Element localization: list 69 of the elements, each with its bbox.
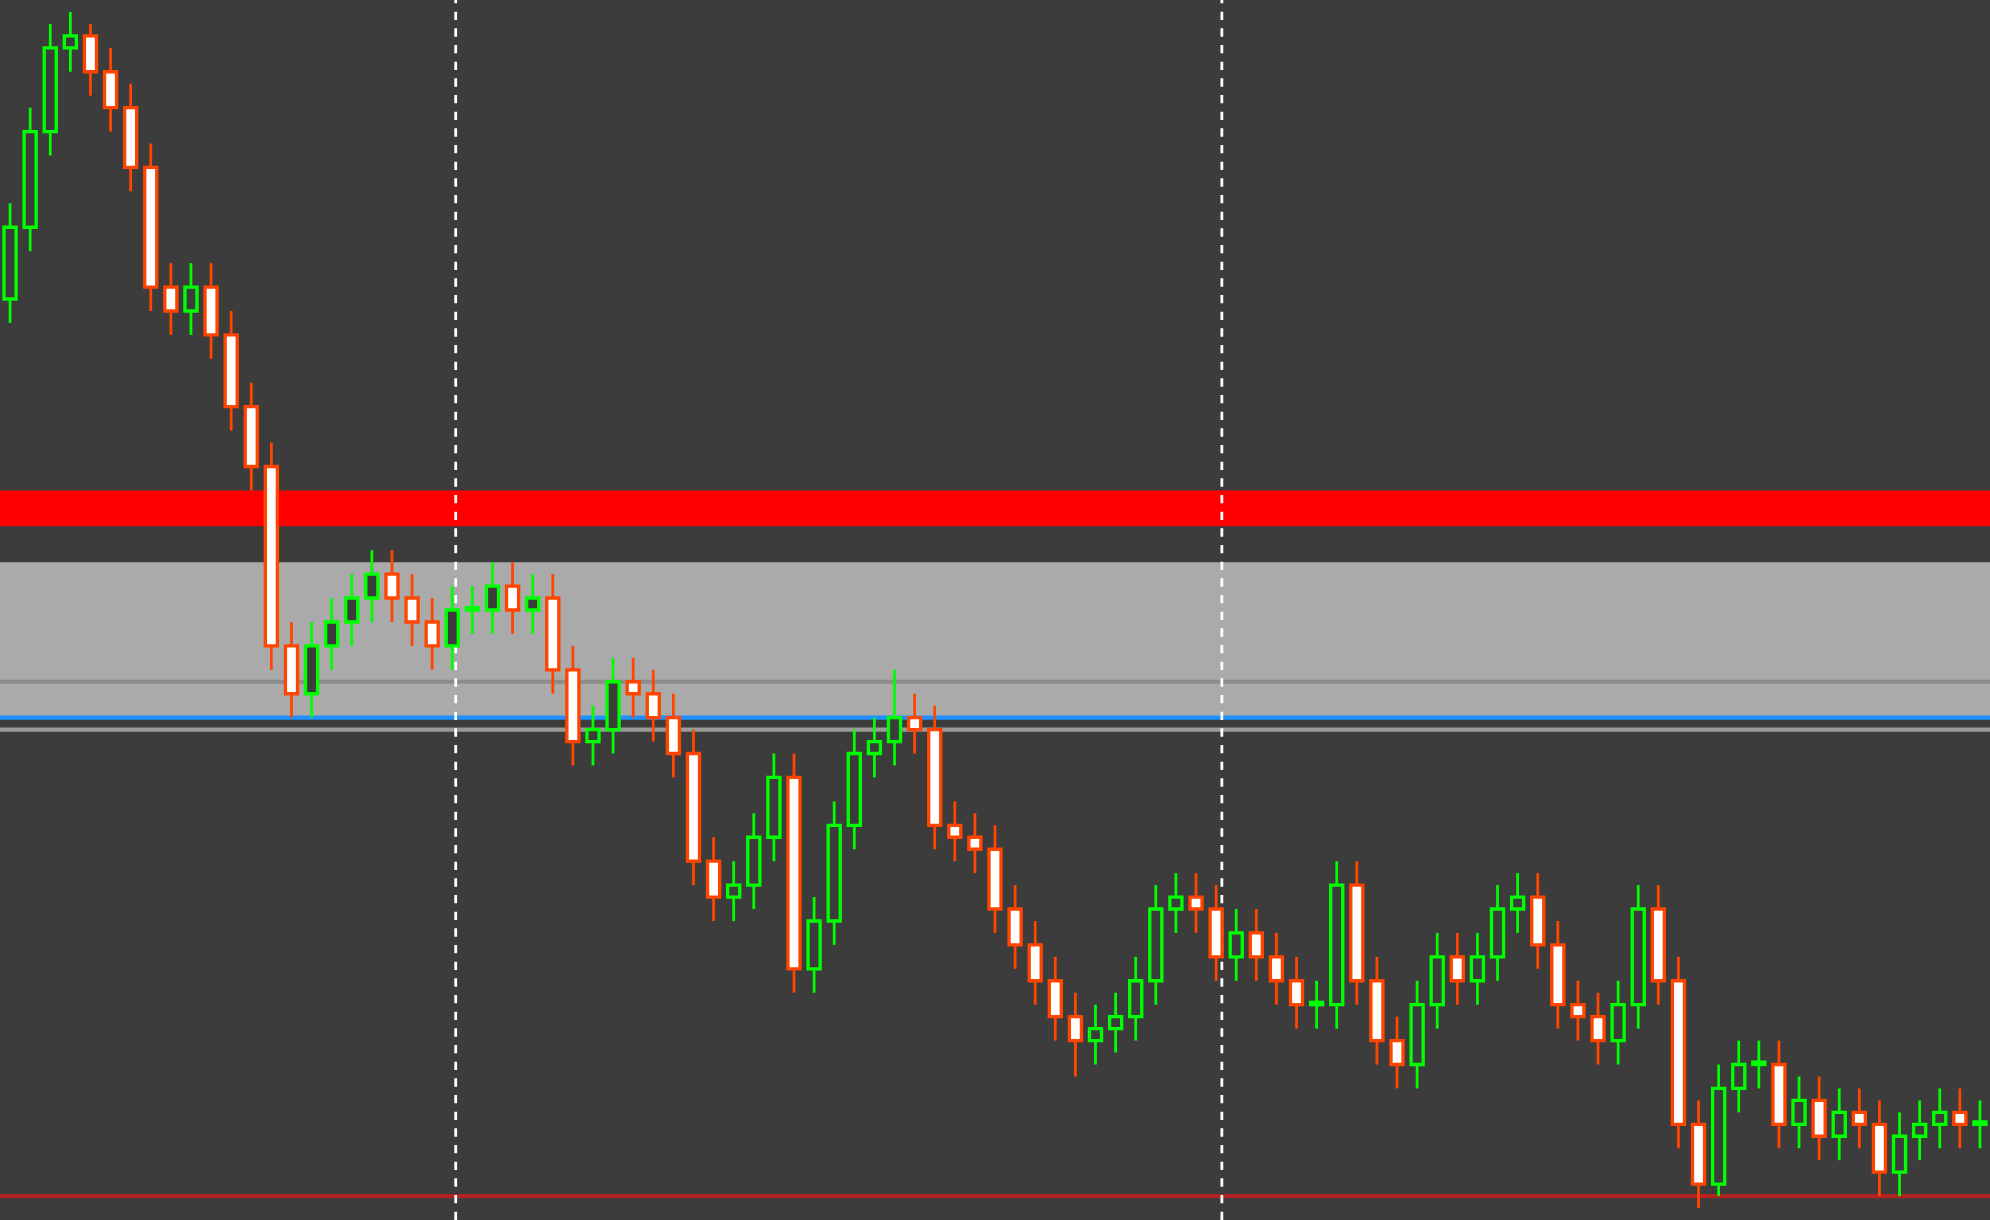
candlestick <box>424 596 440 672</box>
candlestick <box>444 584 460 672</box>
candlestick <box>746 811 762 911</box>
candlestick <box>102 46 119 133</box>
candlestick <box>1811 1075 1827 1162</box>
candlestick <box>82 22 99 98</box>
candlestick <box>866 716 883 779</box>
candlestick <box>1932 1087 1948 1150</box>
candlestick <box>1288 955 1305 1031</box>
candlestick <box>464 584 481 636</box>
candlestick <box>1590 991 1606 1066</box>
candlestick <box>1751 1039 1767 1090</box>
candlestick <box>1469 931 1486 1007</box>
candlestick <box>886 668 903 767</box>
candlestick <box>283 620 300 720</box>
candlestick <box>303 620 320 720</box>
candlestick <box>1891 1110 1908 1198</box>
candlestick <box>1530 871 1546 971</box>
candlestick <box>344 572 360 648</box>
candlestick <box>1248 907 1265 983</box>
candlestick <box>1128 955 1144 1042</box>
candlestick <box>1610 979 1626 1066</box>
candlestick <box>1570 979 1586 1042</box>
candlestick <box>384 548 400 624</box>
candlestick <box>1851 1087 1868 1150</box>
candlestick <box>1871 1099 1888 1198</box>
candlestick <box>1449 931 1466 1007</box>
candlestick <box>967 811 983 875</box>
candlestick <box>484 560 501 636</box>
candlestick <box>1027 919 1043 1007</box>
candlestick <box>504 560 521 636</box>
candlestick <box>665 692 682 779</box>
candlestick <box>404 572 420 648</box>
candlestick <box>1168 871 1184 935</box>
candlestick <box>585 704 601 767</box>
candlestick <box>1107 991 1124 1054</box>
candlestick <box>1791 1075 1807 1150</box>
candlestick <box>645 668 661 743</box>
candlestick <box>62 10 79 74</box>
candlestick <box>1308 979 1325 1031</box>
candlestick <box>725 859 742 923</box>
candlestick <box>1489 883 1506 983</box>
candlestick <box>323 596 340 672</box>
candlestick <box>806 895 822 995</box>
candlestick <box>1188 871 1204 935</box>
candlestick <box>705 835 722 923</box>
candlestick <box>1228 907 1244 983</box>
candlestick <box>1731 1039 1747 1114</box>
candlestick <box>1007 883 1023 971</box>
candlestick <box>1087 1003 1104 1066</box>
candlestick <box>947 799 963 863</box>
candlestick <box>1831 1087 1847 1162</box>
candlestick <box>1509 871 1526 935</box>
candlestick <box>524 572 541 636</box>
candlestick <box>1911 1099 1928 1162</box>
candlestick <box>1389 1015 1405 1090</box>
candlestick <box>1972 1099 1988 1150</box>
candlestick <box>625 656 641 720</box>
candlestick <box>163 261 179 337</box>
candlestick <box>1268 931 1285 1007</box>
candlestick <box>203 261 219 361</box>
candlestick <box>183 261 199 337</box>
candlestick <box>906 692 923 755</box>
candlestick <box>1952 1087 1968 1150</box>
candlestick <box>605 656 621 755</box>
candlestick <box>1429 931 1445 1031</box>
candlestick <box>1047 955 1063 1042</box>
candlestick <box>1067 991 1084 1078</box>
candlestick <box>364 548 380 624</box>
